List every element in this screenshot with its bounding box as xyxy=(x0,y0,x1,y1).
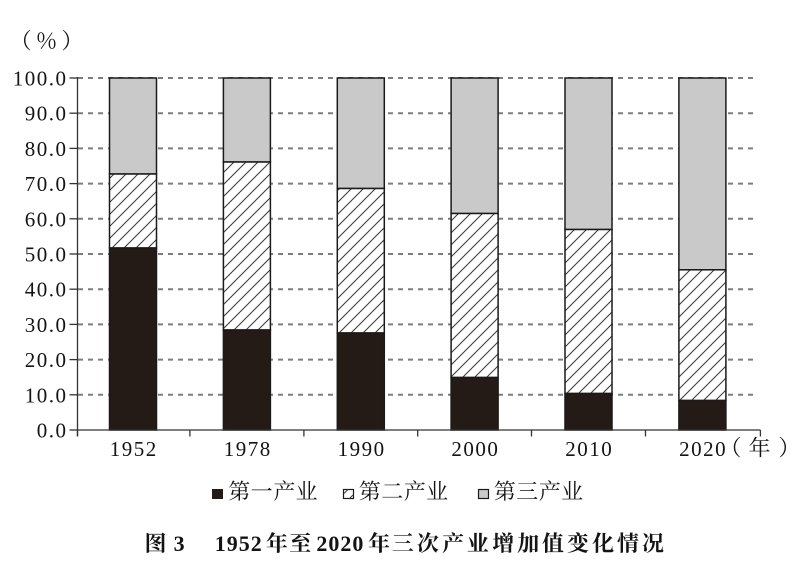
svg-text:1952: 1952 xyxy=(215,531,263,556)
svg-text:0.0: 0.0 xyxy=(37,419,68,443)
svg-text:1952: 1952 xyxy=(110,437,158,461)
svg-text:70.0: 70.0 xyxy=(25,172,68,196)
svg-text:40.0: 40.0 xyxy=(25,278,68,302)
svg-text:90.0: 90.0 xyxy=(25,102,68,126)
svg-text:3: 3 xyxy=(174,531,186,556)
svg-text:20.0: 20.0 xyxy=(25,348,68,372)
svg-text:2020: 2020 xyxy=(679,437,727,461)
svg-text:30.0: 30.0 xyxy=(25,313,68,337)
svg-text:10.0: 10.0 xyxy=(25,383,68,407)
svg-text:1990: 1990 xyxy=(338,437,386,461)
svg-text:2010: 2010 xyxy=(565,437,613,461)
svg-text:1978: 1978 xyxy=(224,437,272,461)
svg-text:2020: 2020 xyxy=(316,531,364,556)
svg-text:2000: 2000 xyxy=(451,437,499,461)
svg-text:80.0: 80.0 xyxy=(25,137,68,161)
svg-text:100.0: 100.0 xyxy=(13,67,68,91)
svg-text:60.0: 60.0 xyxy=(25,207,68,231)
svg-text:50.0: 50.0 xyxy=(25,243,68,267)
